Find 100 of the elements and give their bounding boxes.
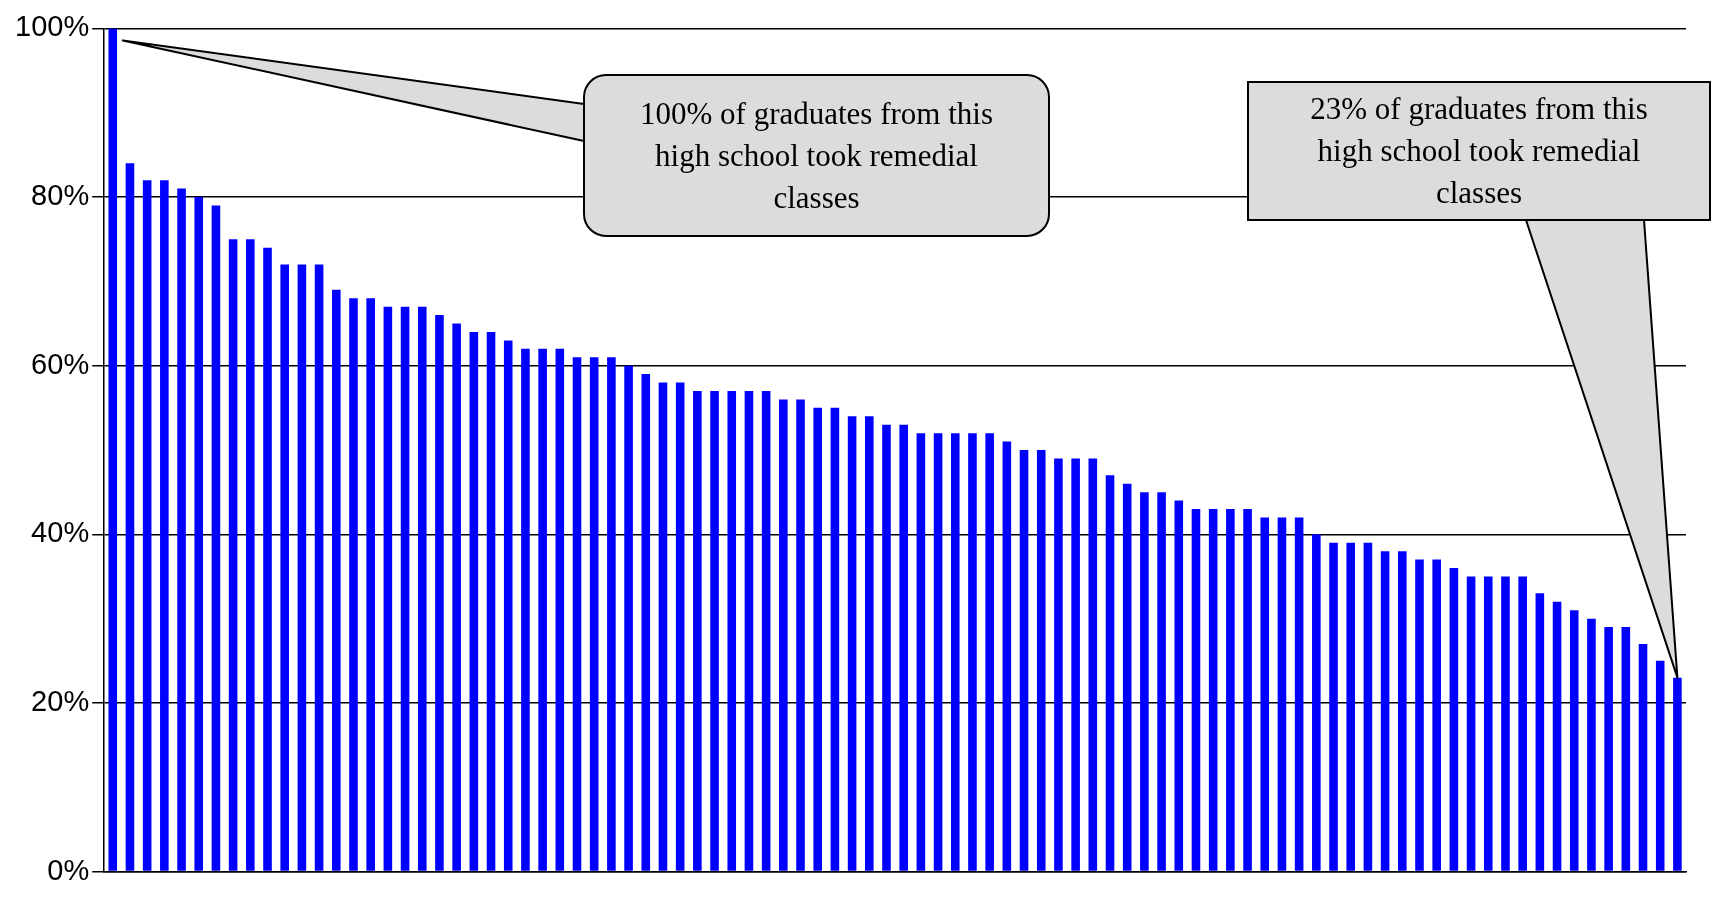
- bar: [1518, 576, 1527, 871]
- bar: [1329, 542, 1338, 871]
- bar: [813, 407, 823, 871]
- bar: [1363, 542, 1373, 871]
- bar: [1655, 660, 1665, 871]
- bar: [1088, 458, 1098, 871]
- bar: [297, 264, 307, 871]
- bar: [607, 357, 616, 871]
- bar: [933, 433, 943, 871]
- bar: [555, 348, 565, 871]
- bar: [1105, 475, 1115, 871]
- bar: [589, 357, 599, 871]
- bar: [1071, 458, 1080, 871]
- bar: [366, 298, 375, 871]
- bar: [1398, 551, 1407, 871]
- bar: [246, 239, 255, 871]
- bar: [899, 424, 908, 871]
- bar: [1208, 509, 1218, 871]
- bar: [469, 331, 479, 871]
- bar: [1226, 509, 1235, 871]
- bar: [1415, 559, 1424, 871]
- bar: [744, 390, 754, 871]
- bar: [1449, 568, 1459, 871]
- bar: [761, 390, 771, 871]
- bar: [125, 163, 135, 871]
- bar: [624, 365, 633, 871]
- bar: [675, 382, 685, 871]
- bar: [916, 433, 926, 871]
- bar: [1501, 576, 1510, 871]
- bar: [1569, 610, 1579, 871]
- bar: [968, 433, 977, 871]
- bar: [108, 28, 118, 871]
- bar: [1587, 618, 1596, 871]
- bar: [1621, 627, 1631, 871]
- bar: [1019, 450, 1029, 871]
- bar: [538, 348, 547, 871]
- bar: [727, 390, 737, 871]
- annotation: 23% of graduates from this high school took remedial classes: [1309, 90, 1649, 212]
- annotation: 100% of graduates from this high school took remedial classes: [639, 94, 994, 217]
- bar: [641, 374, 651, 871]
- y-tick-label: 40%: [31, 516, 90, 549]
- bar: [1346, 542, 1356, 871]
- bar: [1054, 458, 1063, 871]
- bar: [1673, 677, 1682, 871]
- bar: [400, 306, 410, 871]
- bar: [865, 416, 874, 871]
- bar: [985, 433, 994, 871]
- bar: [263, 247, 272, 871]
- bar: [160, 180, 169, 871]
- bar: [417, 306, 427, 871]
- bar: [1380, 551, 1390, 871]
- bar: [1260, 517, 1270, 871]
- bar: [658, 382, 668, 871]
- bar: [1002, 441, 1012, 871]
- bar: [1243, 509, 1252, 871]
- bar: [142, 180, 152, 871]
- bar: [1535, 593, 1545, 871]
- bar: [572, 357, 582, 871]
- bar: [1140, 492, 1149, 871]
- bar: [1036, 450, 1046, 871]
- bar: [435, 315, 444, 871]
- bar: [1552, 601, 1562, 871]
- bar: [194, 197, 204, 871]
- bar: [1604, 627, 1613, 871]
- bar: [779, 399, 788, 871]
- bar: [486, 331, 496, 871]
- bar: [177, 188, 186, 871]
- bar: [1432, 559, 1441, 871]
- bar: [314, 264, 324, 871]
- bar: [847, 416, 857, 871]
- bar: [331, 289, 341, 871]
- bar: [211, 205, 221, 871]
- bar: [521, 348, 530, 871]
- bar: [882, 424, 891, 871]
- bar: [1312, 534, 1321, 871]
- bar: [693, 390, 702, 871]
- bar: [280, 264, 289, 871]
- y-tick-label: 0%: [47, 853, 90, 886]
- y-tick-label: 60%: [31, 347, 90, 380]
- bar: [383, 306, 393, 871]
- bar: [1174, 500, 1184, 871]
- bar: [349, 298, 358, 871]
- bar: [503, 340, 513, 871]
- bar: [1191, 509, 1201, 871]
- y-tick-label: 20%: [31, 684, 90, 717]
- bar: [1277, 517, 1287, 871]
- bar: [1157, 492, 1166, 871]
- y-tick-label: 100%: [15, 10, 90, 43]
- bar: [1638, 643, 1648, 871]
- bar: [796, 399, 805, 871]
- y-tick-label: 80%: [31, 179, 90, 212]
- bar: [1122, 483, 1132, 871]
- bar: [710, 390, 719, 871]
- bar: [452, 323, 461, 871]
- bar: [228, 239, 238, 871]
- bar: [830, 407, 840, 871]
- bar: [1294, 517, 1304, 871]
- bar: [950, 433, 960, 871]
- bar: [1466, 576, 1476, 871]
- bar: [1483, 576, 1493, 871]
